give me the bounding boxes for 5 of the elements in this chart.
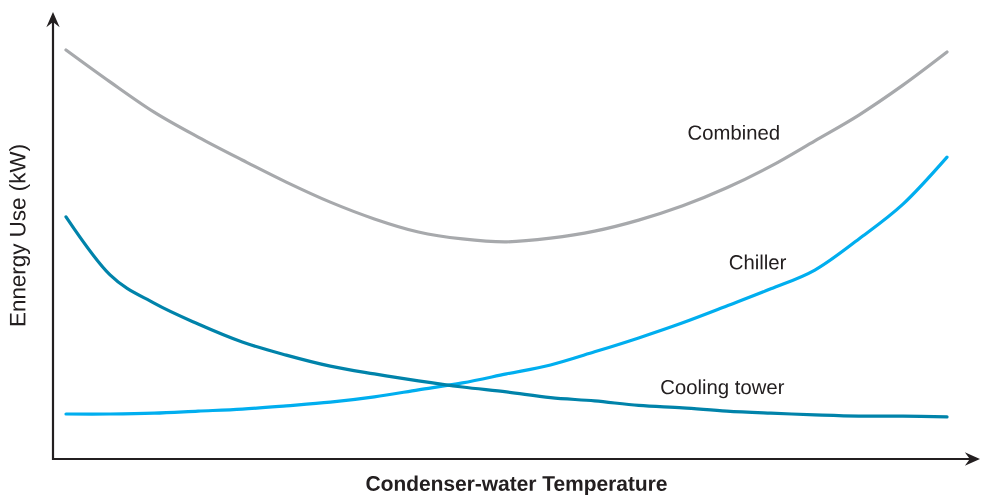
y-axis-title: Ennergy Use (kW) (9, 145, 31, 326)
series-label: Chiller (729, 254, 787, 270)
x-axis-title: Condenser-water Temperature (366, 475, 667, 496)
series-label: Cooling tower (661, 379, 785, 399)
series-label: Combined (688, 124, 779, 140)
